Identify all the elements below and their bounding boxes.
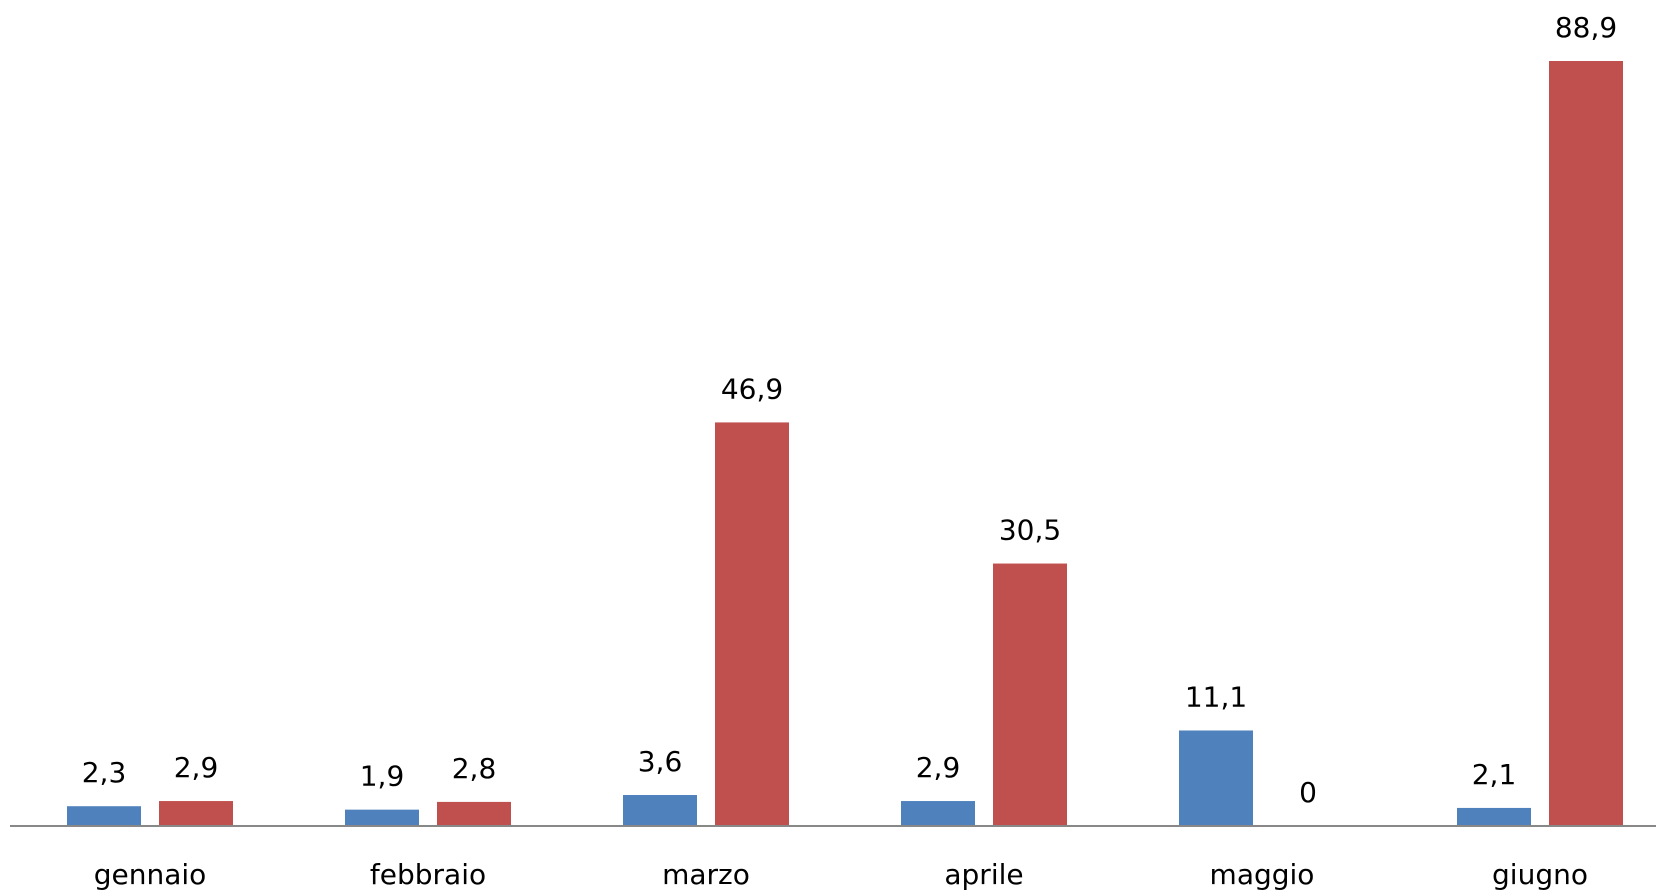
x-tick-label: giugno [1492, 858, 1588, 891]
bar [623, 795, 697, 826]
data-label: 3,6 [638, 745, 683, 778]
bar [67, 806, 141, 826]
data-label: 2,3 [82, 756, 127, 789]
x-tick-label: gennaio [94, 858, 207, 891]
data-label: 11,1 [1185, 680, 1247, 713]
bar [159, 801, 233, 826]
bar [1457, 807, 1531, 826]
x-tick-label: marzo [662, 858, 750, 891]
bar [993, 563, 1067, 826]
bar [1549, 61, 1623, 826]
data-label: 0 [1299, 776, 1317, 809]
data-label: 2,1 [1472, 758, 1517, 791]
x-tick-label: febbraio [370, 858, 486, 891]
data-label: 2,8 [452, 752, 497, 785]
data-label: 46,9 [721, 372, 783, 405]
data-label: 30,5 [999, 514, 1061, 547]
x-tick-label: aprile [944, 858, 1023, 891]
bar [345, 809, 419, 826]
bar [715, 422, 789, 826]
bar [1179, 730, 1253, 826]
bar [437, 801, 511, 826]
data-label: 2,9 [174, 751, 219, 784]
x-tick-label: maggio [1210, 858, 1315, 891]
data-label: 2,9 [916, 751, 961, 784]
data-label: 88,9 [1555, 11, 1617, 44]
data-label: 1,9 [360, 760, 405, 793]
bar [901, 801, 975, 826]
